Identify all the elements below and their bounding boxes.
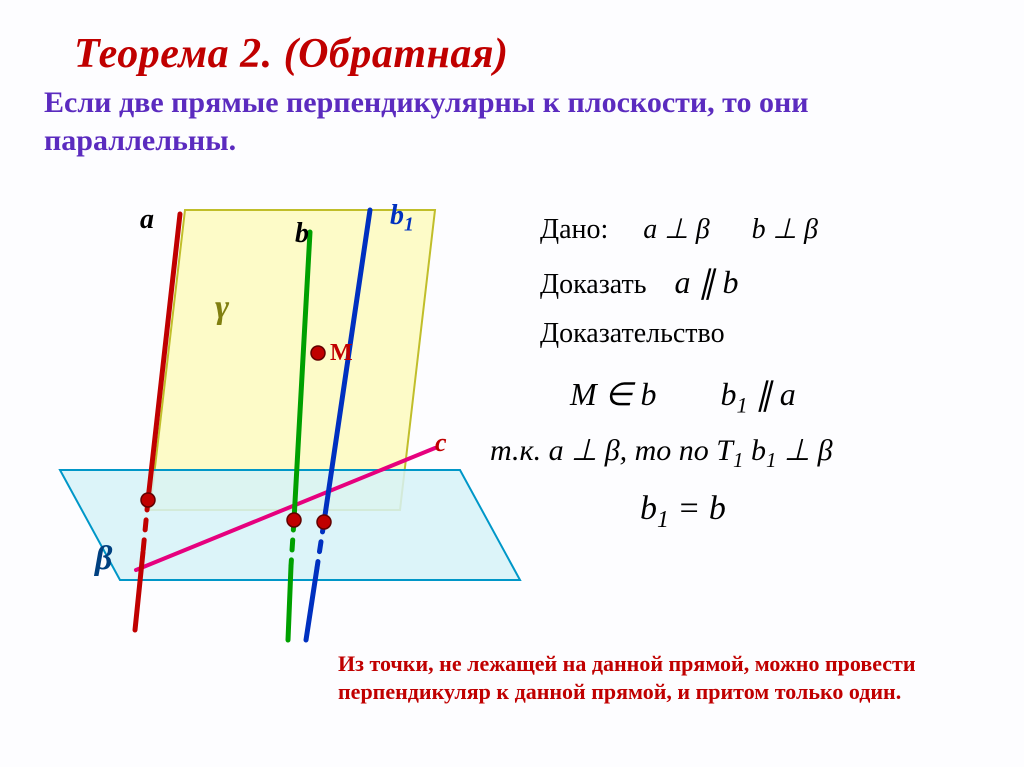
proof-step-1b: b1 ∥ a [721,376,796,412]
proof-step-1a: M ∈ b [570,376,657,412]
point-b [287,513,301,527]
theorem-statement: Если две прямые перпендикулярны к плоско… [44,84,980,159]
label-beta: β [95,540,112,578]
slide-title: Теорема 2. (Обратная) [74,30,980,78]
proof-text: Дано: a ⊥ β b ⊥ β Доказать a ∥ b Доказат… [540,208,1000,542]
label-M: M [330,340,353,367]
label-b1: b1 [390,200,414,237]
label-c: c [435,428,447,458]
given-expr-2: b ⊥ β [752,214,818,245]
given-label: Дано: [540,214,608,245]
diagram-svg [40,190,560,670]
line-b-lower [288,566,291,640]
given-expr-1: a ⊥ β [643,214,709,245]
point-a [141,493,155,507]
prove-label: Доказать [540,269,646,300]
point-M [311,346,325,360]
geometry-diagram: a b b1 γ M c β [40,190,560,670]
label-a: a [140,204,154,236]
proof-step-3: b1 = b [640,490,726,527]
proof-label: Доказательство [540,318,725,349]
conclusion-text: Из точки, не лежащей на данной прямой, м… [338,650,993,705]
label-gamma: γ [215,289,229,327]
proof-step-2: т.к. a ⊥ β, то по T1 b1 ⊥ β [490,434,833,467]
point-b1 [317,515,331,529]
prove-expr: a ∥ b [674,264,738,300]
label-b: b [295,218,309,250]
